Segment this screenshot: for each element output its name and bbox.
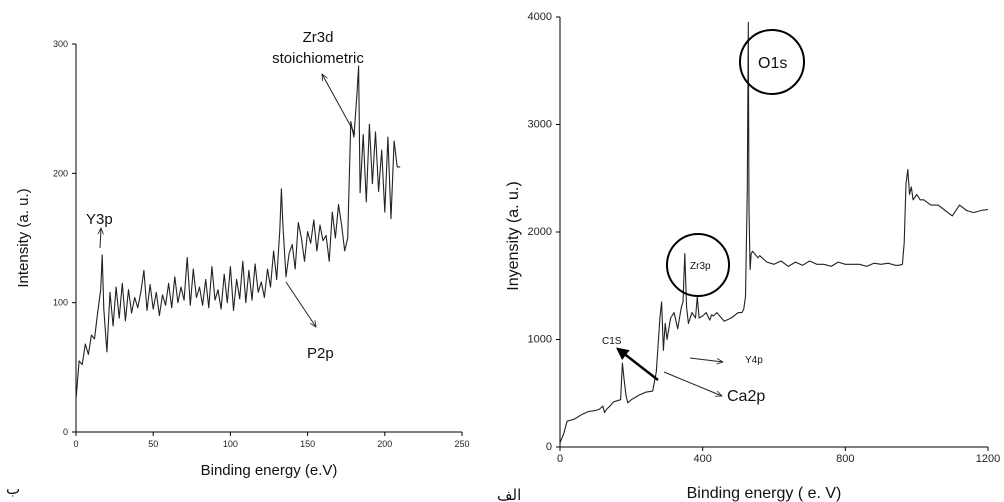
right-y-tick-label: 0 bbox=[546, 441, 552, 453]
right-y-tick-label: 4000 bbox=[528, 11, 552, 23]
left-series-line bbox=[75, 65, 401, 400]
annotation-y3p-arrow bbox=[100, 228, 101, 249]
right-y-axis: 0 1000 2000 3000 4000 bbox=[528, 11, 561, 453]
annotation-o1s-circle bbox=[739, 29, 805, 95]
left-x-axis-label: Binding energy (e.V) bbox=[201, 462, 338, 479]
annotation-ca2p: Ca2p bbox=[727, 388, 765, 405]
annotation-zr3d: Zr3d bbox=[303, 29, 334, 46]
annotation-y3p: Y3p bbox=[86, 211, 113, 228]
annotation-y4p-arrow bbox=[689, 357, 723, 362]
right-x-axis-label: Binding energy ( e. V) bbox=[687, 485, 842, 502]
annotation-o1s: O1s bbox=[758, 55, 787, 72]
right-x-tick-label: 0 bbox=[557, 453, 563, 465]
right-y-axis-label: Inyensity (a. u.) bbox=[505, 181, 522, 290]
annotation-p2p-arrow bbox=[285, 281, 316, 327]
annotation-zr3p: Zr3p bbox=[690, 261, 711, 272]
left-x-tick-label: 250 bbox=[454, 439, 469, 449]
left-y-tick-label: 100 bbox=[53, 298, 68, 308]
annotation-ca2p-arrow bbox=[663, 371, 722, 396]
annotation-y4p: Y4p bbox=[745, 355, 763, 366]
right-x-axis: 0 400 800 1200 bbox=[557, 446, 1000, 465]
left-panel-label: ب bbox=[6, 480, 20, 498]
annotation-p2p: P2p bbox=[307, 345, 334, 362]
left-x-tick-label: 150 bbox=[300, 439, 315, 449]
left-y-tick-label: 200 bbox=[53, 168, 68, 178]
left-x-tick-label: 0 bbox=[73, 439, 78, 449]
annotation-c1s: C1S bbox=[602, 336, 622, 347]
left-y-axis-label: Intensity (a. u.) bbox=[15, 188, 32, 287]
left-y-tick-label: 0 bbox=[63, 427, 68, 437]
left-chart: 0 50 100 150 200 250 0 100 200 300 Binding energ… bbox=[6, 29, 470, 498]
right-y-tick-label: 3000 bbox=[528, 119, 552, 131]
right-series-line bbox=[559, 21, 989, 443]
right-y-tick-label: 2000 bbox=[528, 226, 552, 238]
annotation-zr3d-stoichiometric: stoichiometric bbox=[272, 50, 364, 67]
right-chart: 0 400 800 1200 0 1000 2000 3000 4000 Binding en… bbox=[497, 11, 1000, 502]
right-panel-label: الف bbox=[497, 486, 521, 502]
left-x-tick-label: 200 bbox=[377, 439, 392, 449]
annotation-zr3p-circle bbox=[666, 233, 730, 297]
left-x-axis: 0 50 100 150 200 250 bbox=[73, 431, 470, 449]
annotation-zr3d-arrow bbox=[322, 74, 356, 135]
right-x-tick-label: 400 bbox=[693, 453, 711, 465]
right-x-tick-label: 800 bbox=[836, 453, 854, 465]
annotation-c1s-arrow bbox=[616, 347, 659, 381]
right-x-tick-label: 1200 bbox=[976, 453, 1000, 465]
left-y-axis: 0 100 200 300 bbox=[53, 39, 77, 437]
left-x-tick-label: 50 bbox=[148, 439, 158, 449]
left-x-tick-label: 100 bbox=[223, 439, 238, 449]
right-y-tick-label: 1000 bbox=[528, 334, 552, 346]
left-y-tick-label: 300 bbox=[53, 39, 68, 49]
